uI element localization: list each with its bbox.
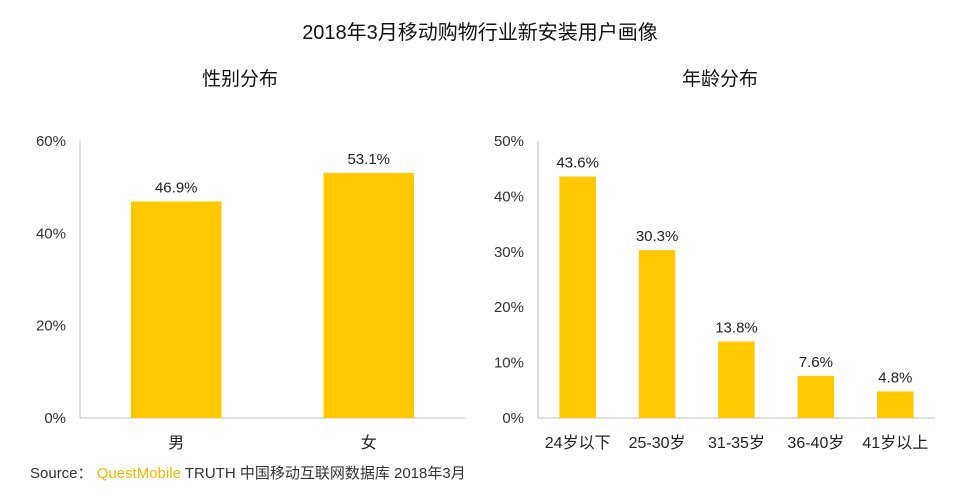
source-brand: QuestMobile: [96, 465, 181, 482]
age-data-label: 30.3%: [636, 228, 679, 245]
age-bar: [638, 250, 676, 418]
gender-ytick-label: 40%: [36, 225, 66, 242]
age-bar: [877, 391, 914, 418]
age-ytick-label: 20%: [494, 299, 524, 316]
age-category-label: 31-35岁: [708, 434, 765, 452]
gender-category-label: 男: [168, 435, 184, 452]
source-note: Source： QuestMobile TRUTH 中国移动互联网数据库 201…: [30, 462, 466, 483]
age-data-label: 7.6%: [799, 354, 833, 371]
gender-ytick-label: 60%: [36, 133, 66, 150]
age-category-label: 25-30岁: [629, 434, 686, 452]
age-ytick-label: 30%: [494, 244, 524, 261]
gender-category-label: 女: [361, 433, 377, 452]
gender-data-label: 53.1%: [347, 151, 390, 168]
age-ytick-label: 10%: [494, 355, 524, 372]
age-category-label: 24岁以下: [545, 434, 611, 452]
age-ytick-label: 50%: [494, 133, 524, 150]
gender-bar: [131, 201, 222, 418]
age-chart-title: 年龄分布: [681, 69, 758, 90]
gender-chart-title: 性别分布: [201, 69, 278, 90]
age-data-label: 43.6%: [556, 154, 599, 171]
age-ytick-label: 0%: [502, 410, 524, 427]
age-category-label: 36-40岁: [787, 434, 844, 452]
age-data-label: 13.8%: [715, 320, 758, 337]
age-bar: [718, 341, 755, 418]
age-bar: [559, 176, 596, 418]
age-category-label: 41岁以上: [862, 434, 928, 452]
page-title: 2018年3月移动购物行业新安装用户画像: [302, 22, 658, 44]
gender-data-label: 46.9%: [155, 179, 198, 196]
source-rest: TRUTH 中国移动互联网数据库 2018年3月: [184, 465, 466, 482]
age-bar: [797, 375, 835, 418]
age-ytick-label: 40%: [494, 188, 524, 205]
gender-ytick-label: 0%: [44, 410, 66, 427]
gender-ytick-label: 20%: [36, 318, 66, 335]
source-prefix: Source：: [30, 465, 93, 482]
age-data-label: 4.8%: [878, 369, 912, 386]
gender-bar: [323, 172, 414, 418]
